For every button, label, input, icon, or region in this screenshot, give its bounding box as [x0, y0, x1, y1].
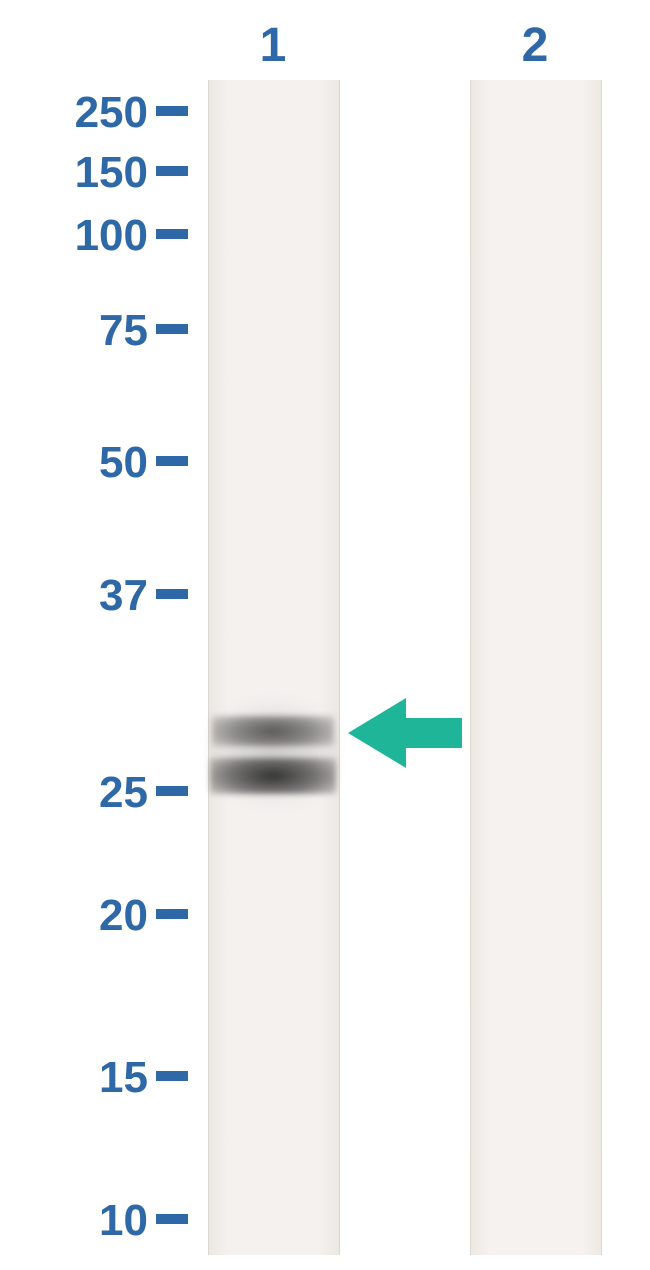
mw-tick-150: [156, 166, 188, 176]
band-lane1-lower: [210, 758, 336, 794]
mw-label-150: 150: [8, 148, 148, 198]
lane-1: [208, 80, 338, 1255]
lane-1-membrane: [208, 80, 340, 1255]
lane-label-2: 2: [470, 18, 600, 73]
lane-label-1: 1: [208, 18, 338, 73]
mw-tick-20: [156, 909, 188, 919]
target-band-arrow-icon: [346, 697, 466, 769]
lane-2-membrane: [470, 80, 602, 1255]
mw-label-50: 50: [8, 438, 148, 488]
mw-label-37: 37: [8, 571, 148, 621]
mw-label-100: 100: [8, 211, 148, 261]
mw-tick-75: [156, 324, 188, 334]
mw-label-20: 20: [8, 891, 148, 941]
mw-tick-250: [156, 106, 188, 116]
mw-tick-25: [156, 786, 188, 796]
mw-label-250: 250: [8, 88, 148, 138]
mw-label-75: 75: [8, 306, 148, 356]
band-lane1-upper: [212, 716, 334, 746]
mw-label-15: 15: [8, 1053, 148, 1103]
mw-tick-10: [156, 1214, 188, 1224]
mw-tick-37: [156, 589, 188, 599]
mw-tick-50: [156, 456, 188, 466]
lane-2: [470, 80, 600, 1255]
mw-tick-15: [156, 1071, 188, 1081]
mw-label-10: 10: [8, 1196, 148, 1246]
mw-label-25: 25: [8, 768, 148, 818]
western-blot-figure: 1 2 250 150 100 75 50 37 25 20 15: [0, 0, 650, 1270]
mw-tick-100: [156, 229, 188, 239]
